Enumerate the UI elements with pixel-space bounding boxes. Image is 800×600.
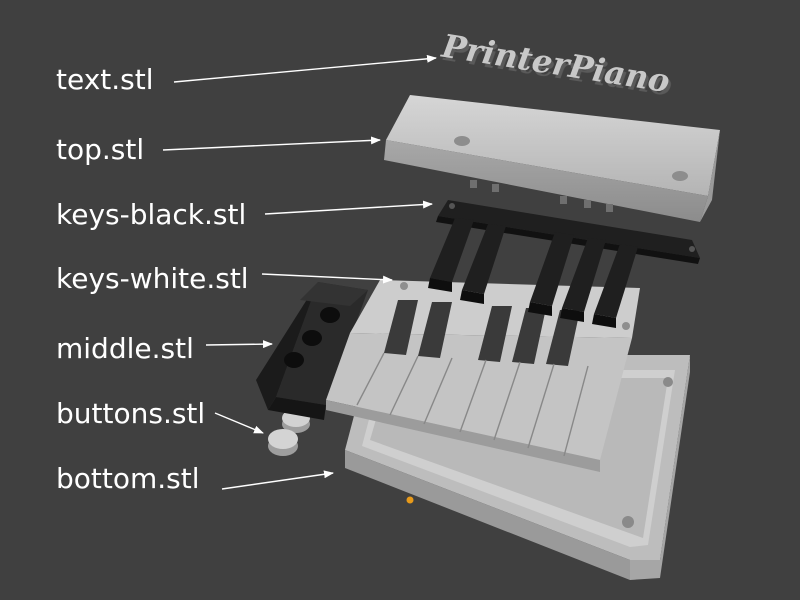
label-top-stl: top.stl bbox=[56, 133, 145, 166]
arrow-middle-stl bbox=[205, 340, 273, 349]
label-keys-white-stl: keys-white.stl bbox=[56, 262, 249, 295]
arrow-keys-white-stl bbox=[261, 273, 393, 284]
printer-piano-title: PrinterPiano bbox=[438, 27, 672, 101]
part-keys-white bbox=[326, 280, 640, 472]
arrow-buttons-stl bbox=[214, 412, 264, 434]
arrow-text-stl bbox=[173, 54, 437, 83]
label-bottom-stl: bottom.stl bbox=[56, 462, 200, 495]
origin-marker bbox=[406, 496, 414, 504]
arrow-top-stl bbox=[162, 136, 381, 151]
arrow-keys-black-stl bbox=[264, 200, 433, 215]
part-middle bbox=[256, 282, 368, 420]
arrow-bottom-stl bbox=[221, 470, 334, 490]
part-top bbox=[384, 95, 720, 222]
label-buttons-stl: buttons.stl bbox=[56, 397, 206, 430]
label-keys-black-stl: keys-black.stl bbox=[56, 198, 247, 231]
part-text: PrinterPiano PrinterPiano bbox=[438, 27, 674, 103]
label-middle-stl: middle.stl bbox=[56, 332, 194, 365]
label-text-stl: text.stl bbox=[56, 63, 154, 96]
part-keys-black bbox=[428, 200, 700, 328]
